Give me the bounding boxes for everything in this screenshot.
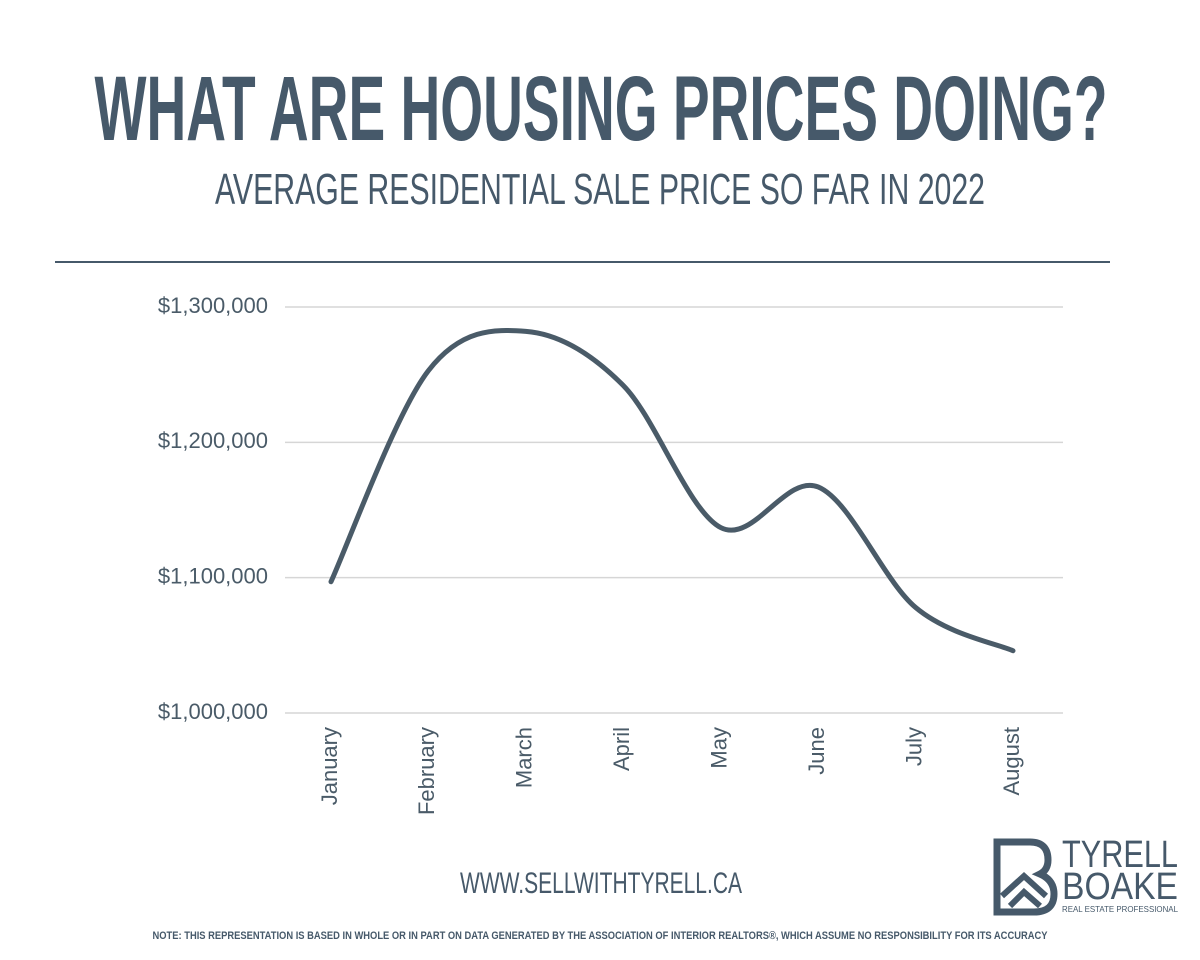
x-tick-label: August bbox=[999, 727, 1024, 796]
x-tick-label: March bbox=[512, 727, 537, 788]
y-tick-label: $1,200,000 bbox=[158, 428, 268, 453]
logo-line1: TYRELL bbox=[1062, 834, 1178, 876]
x-tick-label: June bbox=[804, 727, 829, 775]
x-tick-label: May bbox=[707, 727, 732, 769]
logo-line2: BOAKE bbox=[1062, 866, 1178, 908]
y-tick-label: $1,000,000 bbox=[158, 699, 268, 724]
logo-icon bbox=[993, 838, 1058, 916]
x-tick-label: July bbox=[901, 727, 926, 766]
x-tick-label: April bbox=[609, 727, 634, 771]
website: WWW.SELLWITHTYRELL.CA bbox=[460, 867, 742, 900]
chart-subtitle: AVERAGE RESIDENTIAL SALE PRICE SO FAR IN… bbox=[215, 165, 985, 214]
note: NOTE: THIS REPRESENTATION IS BASED IN WH… bbox=[153, 930, 1049, 942]
plot: $1,000,000 $1,100,000 $1,200,000 $1,300,000… bbox=[158, 293, 1063, 815]
logo: TYRELL BOAKE REAL ESTATE PROFESSIONAL bbox=[993, 834, 1178, 916]
chart-title: WHAT ARE HOUSING PRICES DOING? bbox=[95, 58, 1108, 160]
logo-roof bbox=[999, 871, 1049, 909]
x-tick-label: February bbox=[414, 727, 439, 815]
y-tick-label: $1,300,000 bbox=[158, 293, 268, 318]
x-tick-label: January bbox=[317, 727, 342, 805]
y-tick-label: $1,100,000 bbox=[158, 563, 268, 588]
logo-tagline: REAL ESTATE PROFESSIONAL bbox=[1062, 904, 1178, 914]
price-line bbox=[328, 327, 1016, 654]
